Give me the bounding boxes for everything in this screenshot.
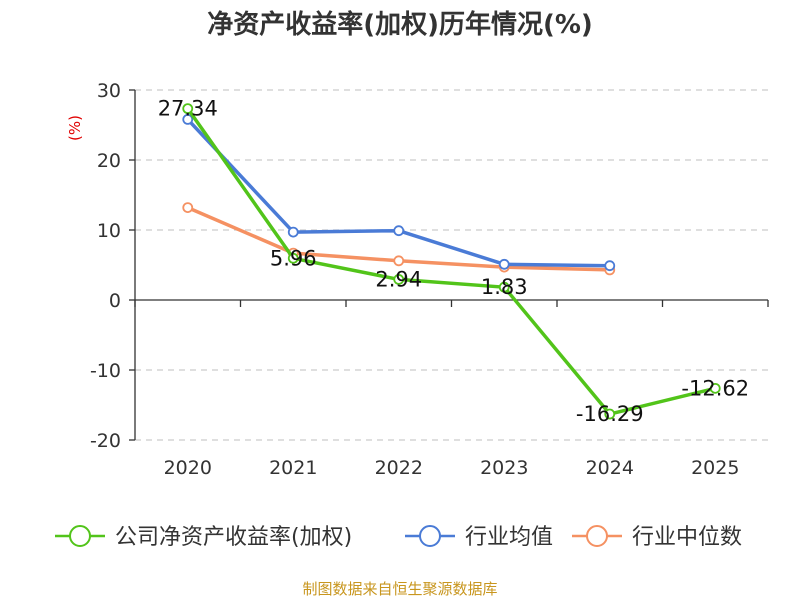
legend[interactable]: 公司净资产收益率(加权) 行业均值 行业中位数 xyxy=(55,525,742,550)
y-tick-label: 0 xyxy=(109,290,121,312)
data-point-1 xyxy=(287,226,299,238)
data-point-0 xyxy=(393,274,405,285)
axes xyxy=(129,89,769,441)
x-tick-label: 2025 xyxy=(691,457,739,479)
data-point-1 xyxy=(393,225,405,237)
data-label: 1.83 xyxy=(481,275,528,299)
source-note: 制图数据来自恒生聚源数据库 xyxy=(302,580,497,598)
legend-label-1[interactable]: 行业均值 xyxy=(465,525,553,550)
series-group xyxy=(182,103,721,420)
data-labels: 27.34 5.96 2.94 1.83 -16.29 -12.62 xyxy=(158,97,749,426)
y-tick-label: 30 xyxy=(97,80,121,102)
y-tick-label: -20 xyxy=(90,430,121,452)
legend-marker-1 xyxy=(419,525,441,547)
data-point-0 xyxy=(709,382,721,394)
data-point-0 xyxy=(604,408,616,420)
data-point-0 xyxy=(498,281,510,293)
tick-labels: 30 20 10 0 -10 -20 2020 2021 2022 2023 2024 2025 xyxy=(90,80,739,479)
legend-marker-0 xyxy=(69,525,91,547)
y-tick-label: 10 xyxy=(97,220,121,242)
y-tick-label: 20 xyxy=(97,150,121,172)
x-tick-label: 2020 xyxy=(164,457,212,479)
chart-title: 净资产收益率(加权)历年情况(%) xyxy=(207,9,593,40)
x-tick-label: 2021 xyxy=(269,457,317,479)
data-point-1 xyxy=(498,258,510,270)
legend-label-0[interactable]: 公司净资产收益率(加权) xyxy=(115,525,352,550)
y-axis-unit-label: (%) xyxy=(66,115,84,141)
data-point-1 xyxy=(604,260,616,272)
data-point-0 xyxy=(287,252,299,264)
x-tick-label: 2023 xyxy=(480,457,528,479)
data-point-1 xyxy=(182,114,194,125)
x-tick-label: 2022 xyxy=(375,457,423,479)
data-label: 27.34 xyxy=(158,97,218,121)
legend-label-2[interactable]: 行业中位数 xyxy=(632,525,742,550)
series-line-1 xyxy=(186,118,610,268)
series-line-0 xyxy=(186,107,716,416)
legend-marker-2 xyxy=(586,525,608,547)
data-point-2 xyxy=(393,255,405,267)
data-label: -16.29 xyxy=(576,402,644,426)
data-point-2 xyxy=(182,202,194,214)
data-point-0 xyxy=(182,103,194,115)
data-label: -12.62 xyxy=(681,376,749,400)
data-label: 2.94 xyxy=(375,267,422,291)
x-tick-label: 2024 xyxy=(586,457,634,479)
y-tick-label: -10 xyxy=(90,360,121,382)
data-label: 5.96 xyxy=(270,246,317,270)
